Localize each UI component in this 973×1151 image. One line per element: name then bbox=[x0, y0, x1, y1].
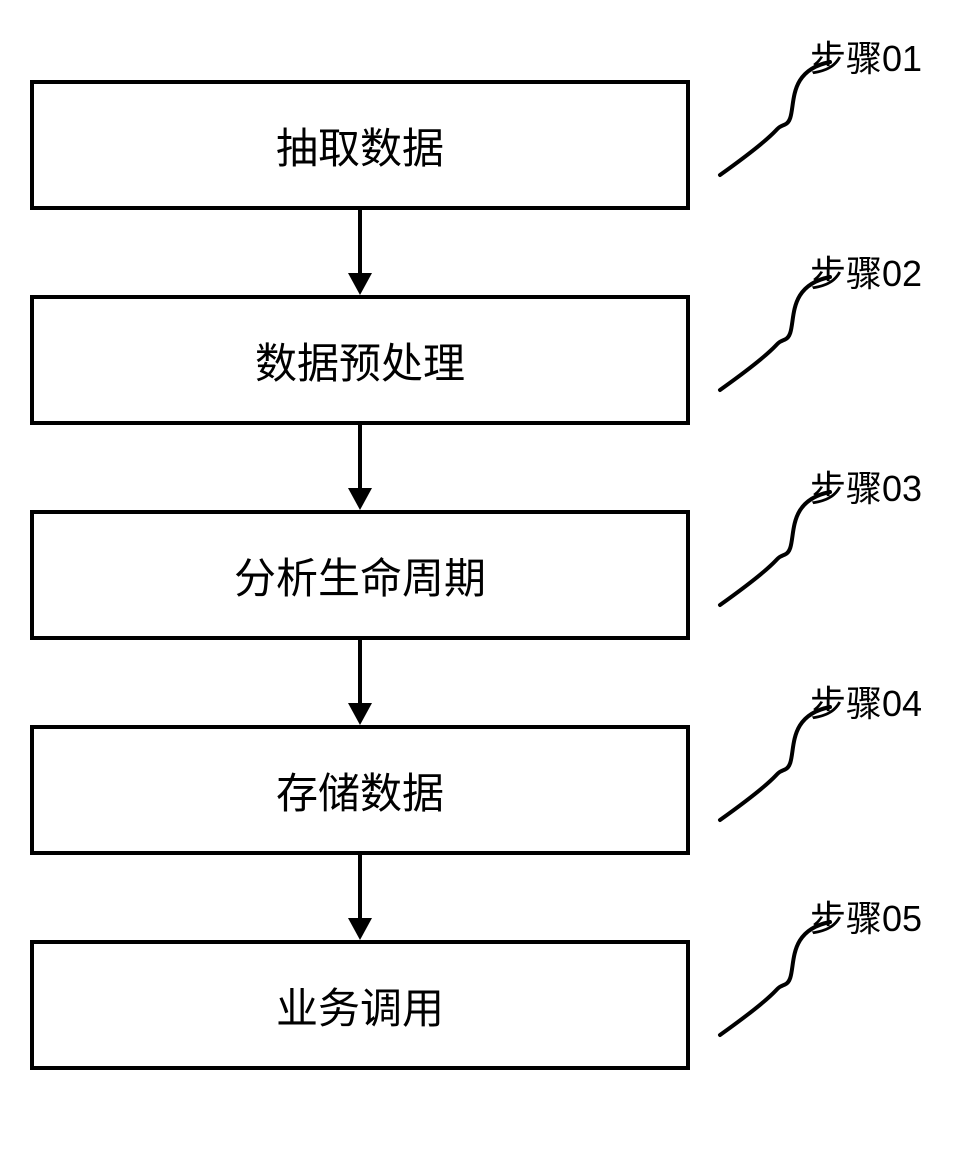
flow-arrow bbox=[340, 855, 380, 940]
flow-step-step02: 数据预处理 bbox=[30, 295, 690, 425]
step-label-step01: 步骤01 bbox=[810, 30, 922, 82]
arrow-head-icon bbox=[348, 918, 372, 940]
flow-arrow bbox=[340, 425, 380, 510]
flow-arrow bbox=[340, 640, 380, 725]
arrow-shaft bbox=[358, 855, 362, 920]
step-label-step02: 步骤02 bbox=[810, 245, 922, 297]
arrow-shaft bbox=[358, 640, 362, 705]
flow-step-step03: 分析生命周期 bbox=[30, 510, 690, 640]
arrow-head-icon bbox=[348, 703, 372, 725]
flow-arrow bbox=[340, 210, 380, 295]
flow-step-text: 业务调用 bbox=[276, 975, 444, 1036]
flow-step-text: 数据预处理 bbox=[255, 330, 465, 391]
arrow-head-icon bbox=[348, 273, 372, 295]
flow-step-text: 分析生命周期 bbox=[234, 545, 486, 606]
flow-step-text: 存储数据 bbox=[276, 760, 444, 821]
flow-step-step01: 抽取数据 bbox=[30, 80, 690, 210]
step-label-step03: 步骤03 bbox=[810, 460, 922, 512]
step-label-step05: 步骤05 bbox=[810, 890, 922, 942]
flow-step-step04: 存储数据 bbox=[30, 725, 690, 855]
step-label-step04: 步骤04 bbox=[810, 675, 922, 727]
arrow-head-icon bbox=[348, 488, 372, 510]
flowchart-canvas: 抽取数据 步骤01 数据预处理 步骤02 分析生命周期 步骤03 存储数据 步骤… bbox=[0, 0, 973, 1151]
arrow-shaft bbox=[358, 425, 362, 490]
flow-step-text: 抽取数据 bbox=[276, 115, 444, 176]
arrow-shaft bbox=[358, 210, 362, 275]
flow-step-step05: 业务调用 bbox=[30, 940, 690, 1070]
